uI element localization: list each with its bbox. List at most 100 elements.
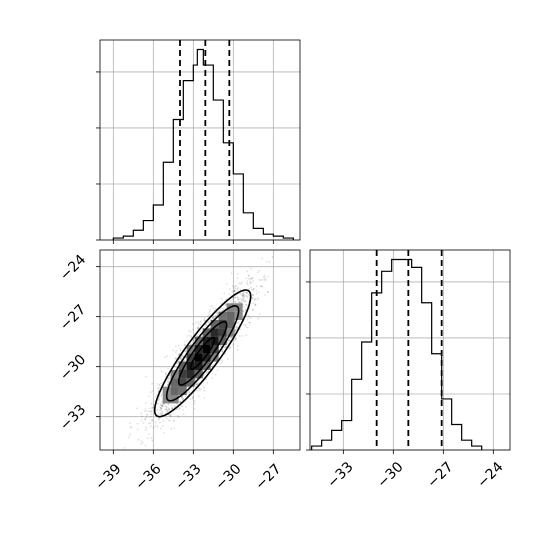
- density-cell: [218, 328, 227, 337]
- scatter-point: [177, 416, 180, 418]
- scatter-point: [229, 346, 232, 348]
- scatter-point: [238, 301, 241, 304]
- density-contour-line: [165, 305, 240, 402]
- scatter-point: [251, 293, 254, 296]
- scatter-point: [223, 346, 226, 349]
- histogram-y-frame: [309, 249, 511, 451]
- scatter-point: [161, 411, 164, 414]
- scatter-point: [176, 414, 179, 417]
- scatter-point: [150, 413, 153, 416]
- scatter-point: [253, 299, 256, 301]
- scatter-point: [232, 297, 235, 300]
- scatter-point: [152, 426, 155, 429]
- scatter-point: [252, 276, 254, 279]
- scatter-point: [237, 298, 240, 301]
- scatter-point: [170, 404, 173, 407]
- scatter-point: [176, 403, 179, 405]
- scatter-point: [205, 378, 208, 381]
- scatter-point: [258, 269, 261, 272]
- scatter-point: [240, 299, 243, 302]
- scatter-point: [228, 293, 231, 296]
- scatter-point: [242, 310, 245, 313]
- density-cell: [210, 345, 219, 354]
- scatter-point: [192, 328, 194, 331]
- scatter-point: [224, 345, 227, 348]
- scatter-point: [189, 343, 192, 345]
- scatter-point: [248, 287, 250, 290]
- scatter-point: [185, 405, 187, 408]
- scatter-point: [259, 313, 261, 315]
- scatter-point: [166, 383, 169, 386]
- scatter-point: [245, 291, 248, 294]
- scatter-point: [228, 339, 231, 342]
- scatter-point: [166, 409, 168, 412]
- scatter-point: [167, 377, 169, 380]
- scatter-point: [240, 301, 242, 304]
- scatter-point: [204, 325, 207, 327]
- scatter-point: [179, 347, 182, 350]
- scatter-point: [149, 422, 152, 424]
- scatter-point: [233, 300, 236, 303]
- scatter-point: [151, 406, 154, 409]
- scatter-point: [252, 308, 255, 311]
- scatter-point: [136, 428, 139, 431]
- scatter-point: [168, 408, 170, 411]
- scatter-point: [237, 286, 240, 289]
- scatter-point: [256, 298, 259, 301]
- scatter-point: [224, 346, 227, 349]
- scatter-point: [154, 424, 157, 427]
- scatter-point: [254, 304, 256, 306]
- scatter-point: [246, 326, 249, 329]
- scatter-point: [219, 345, 222, 347]
- scatter-point: [167, 377, 170, 380]
- scatter-point: [209, 318, 212, 321]
- scatter-point: [242, 295, 244, 297]
- scatter-point: [196, 382, 199, 385]
- scatter-point: [188, 329, 191, 332]
- scatter-point: [227, 339, 230, 342]
- scatter-point: [174, 345, 177, 348]
- scatter-point: [264, 279, 267, 281]
- scatter-point: [240, 335, 243, 337]
- scatter-point: [183, 341, 186, 344]
- scatter-point: [253, 287, 255, 290]
- scatter-point: [216, 312, 219, 315]
- scatter-point: [225, 282, 228, 285]
- scatter-point: [160, 395, 163, 398]
- scatter-point: [229, 300, 232, 302]
- scatter-point: [239, 288, 242, 291]
- scatter-point: [160, 404, 163, 407]
- scatter-point: [229, 337, 232, 339]
- scatter-point: [233, 290, 236, 293]
- scatter-point: [228, 339, 231, 342]
- scatter-point: [173, 419, 175, 422]
- scatter-point: [198, 387, 201, 390]
- density-cell: [178, 378, 187, 387]
- scatter-point: [233, 290, 236, 292]
- scatter-point: [140, 443, 143, 445]
- scatter-point: [246, 292, 248, 295]
- scatter-point: [180, 355, 183, 358]
- scatter-point: [236, 289, 239, 292]
- scatter-point: [235, 327, 238, 330]
- scatter-point: [234, 296, 237, 299]
- scatter-point: [167, 380, 170, 382]
- histogram-x-frame: [99, 39, 301, 241]
- scatter-point: [248, 280, 251, 283]
- scatter-point: [245, 282, 248, 285]
- density-cell: [178, 386, 187, 395]
- scatter-point: [175, 349, 178, 352]
- density-cell: [194, 361, 203, 370]
- scatter-point: [238, 300, 241, 303]
- scatter-point: [160, 407, 163, 410]
- scatter-point: [169, 374, 171, 377]
- scatter-point: [166, 355, 168, 358]
- scatter-point: [244, 323, 247, 326]
- density-cells: [162, 303, 243, 404]
- scatter-point: [223, 292, 226, 295]
- histogram-y-marks: [311, 250, 483, 450]
- scatter-point: [249, 277, 252, 280]
- scatter-point: [150, 437, 153, 439]
- density-cell: [186, 370, 195, 379]
- scatter-point: [235, 326, 238, 329]
